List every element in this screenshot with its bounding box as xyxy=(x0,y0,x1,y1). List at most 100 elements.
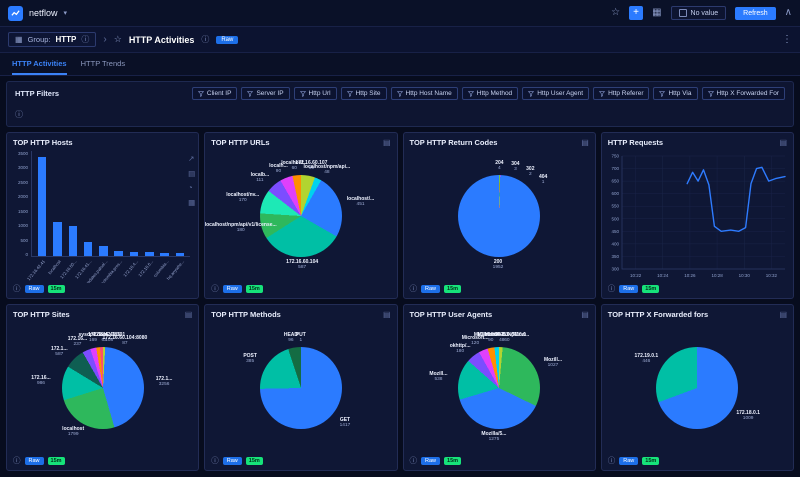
grid-icon[interactable]: ▦ xyxy=(188,197,196,207)
filters-title: HTTP Filters xyxy=(15,89,60,98)
pie-slice-label: Mozilla/5.0 (Wind... 60 xyxy=(484,332,530,344)
funnel-icon xyxy=(396,90,403,97)
pie-chart[interactable] xyxy=(458,174,541,257)
pie-chart-body: PUT 1 GET 1417 POST 385 HEAD 96 xyxy=(205,320,396,455)
bar[interactable] xyxy=(83,241,93,256)
line-chart[interactable]: 300 350 400 450 500 550 600 650 700 750 10:22 10:24… xyxy=(602,148,793,283)
raw-badge: Raw xyxy=(222,285,242,293)
svg-text:400: 400 xyxy=(611,241,619,246)
pie-chart[interactable] xyxy=(259,174,342,257)
bar[interactable] xyxy=(99,246,108,256)
pie-slice-label: 304 3 xyxy=(511,161,520,173)
svg-text:10:32: 10:32 xyxy=(766,273,778,278)
group-selector[interactable]: ▦ Group: HTTP ⓘ xyxy=(8,32,97,47)
svg-text:600: 600 xyxy=(611,191,619,196)
pie-chart[interactable] xyxy=(458,346,541,429)
bar[interactable] xyxy=(37,157,47,256)
no-value-button[interactable]: No value xyxy=(670,6,727,20)
info-icon[interactable]: ⓘ xyxy=(607,456,616,466)
collapse-chevron-icon[interactable]: ∧ xyxy=(784,7,792,18)
raw-badge: Raw xyxy=(24,285,44,293)
filter-chip[interactable]: Http Host Name xyxy=(390,87,458,100)
filter-chip[interactable]: Http Referer xyxy=(593,87,650,100)
info-icon[interactable]: ⓘ xyxy=(15,110,23,119)
pie-slice-label: 204 4 xyxy=(495,159,504,171)
info-icon[interactable]: ⓘ xyxy=(211,456,219,466)
filter-chip[interactable]: Http Site xyxy=(340,87,387,100)
pie-slice-label: 172.18.0.1 1009 xyxy=(736,410,760,422)
filter-chip[interactable]: Http Via xyxy=(653,87,698,100)
star-icon[interactable]: ☆ xyxy=(611,7,621,18)
refresh-button[interactable]: Refresh xyxy=(735,6,776,20)
pie-chart[interactable] xyxy=(259,346,342,429)
card-menu-icon[interactable]: ▤ xyxy=(382,310,391,319)
card-title: HTTP Requests xyxy=(607,138,664,147)
table-icon[interactable]: ▤ xyxy=(188,168,196,178)
pie-slice-label: okhttp/... 180 xyxy=(449,342,471,354)
svg-text:300: 300 xyxy=(611,267,619,272)
svg-text:500: 500 xyxy=(611,216,619,221)
info-icon[interactable]: ⓘ xyxy=(607,284,616,294)
filter-chips: Client IP Server IP Http Url Http Site Http … xyxy=(191,87,785,100)
card-menu-icon[interactable]: ▤ xyxy=(779,138,787,147)
pie-chart[interactable] xyxy=(656,346,739,429)
info-icon[interactable]: ⓘ xyxy=(409,456,418,466)
funnel-icon xyxy=(659,90,666,97)
pie-slice-label: localh... 90 xyxy=(269,162,288,174)
apps-grid-icon[interactable]: ▦ xyxy=(652,7,662,18)
card-top-http-return-codes: TOP HTTP Return Codes ▤ 204 4 304 3 302 2 404 1… xyxy=(402,132,596,299)
window-badge: 15m xyxy=(47,285,65,293)
filter-chip[interactable]: Client IP xyxy=(191,87,238,100)
filter-chip[interactable]: Http X Forwarded For xyxy=(701,87,785,100)
info-icon[interactable]: ⓘ xyxy=(13,284,21,294)
svg-text:10:24: 10:24 xyxy=(657,273,669,278)
card-menu-icon[interactable]: ▤ xyxy=(581,138,589,147)
pie-slice-label: localhost... 60 xyxy=(281,159,308,171)
info-icon[interactable]: ⓘ xyxy=(409,284,418,294)
bar[interactable] xyxy=(160,253,170,256)
pie-chart[interactable] xyxy=(61,346,144,429)
filter-chip[interactable]: Http User Agent xyxy=(522,87,590,100)
bar[interactable] xyxy=(145,252,154,256)
raw-badge: Raw xyxy=(421,285,441,293)
bar[interactable] xyxy=(129,251,139,256)
filter-chip[interactable]: Server IP xyxy=(241,87,290,100)
filter-chip[interactable]: Http Url xyxy=(293,87,337,100)
bar[interactable] xyxy=(68,226,78,256)
pie-slice-label: 404 1 xyxy=(538,174,548,186)
pie-slice-label: localhost/... 451 xyxy=(346,196,375,208)
funnel-icon xyxy=(247,90,254,97)
info-icon[interactable]: ⓘ xyxy=(81,34,90,44)
app-logo-icon[interactable] xyxy=(8,5,23,21)
add-button[interactable]: + xyxy=(629,6,644,20)
card-menu-icon[interactable]: ▤ xyxy=(779,310,787,319)
pie-slice-label: GET 1417 xyxy=(339,416,351,428)
pie-chart-icon[interactable]: ◔ xyxy=(188,183,193,192)
window-badge: 15m xyxy=(642,457,660,465)
raw-badge: Raw xyxy=(421,457,441,465)
svg-text:550: 550 xyxy=(611,204,619,209)
info-icon[interactable]: ⓘ xyxy=(13,456,21,466)
card-top-http-user-agents: TOP HTTP User Agents ▤ Microsoft-WINS/10… xyxy=(402,304,596,471)
favorite-star-icon[interactable]: ☆ xyxy=(113,34,122,44)
bar[interactable] xyxy=(53,221,62,256)
info-icon[interactable]: ⓘ xyxy=(201,34,210,44)
chevron-down-icon[interactable]: ▾ xyxy=(63,10,68,17)
app-name-dropdown[interactable]: netflow xyxy=(29,8,58,18)
card-menu-icon[interactable]: ▤ xyxy=(382,138,391,147)
pie-slice-label: 172.16.42.185 62 xyxy=(88,331,121,343)
filter-chip[interactable]: Http Method xyxy=(461,87,519,100)
chart-tools: ↗ ▤ ◔ ▦ xyxy=(188,155,195,206)
info-icon[interactable]: ⓘ xyxy=(211,284,219,294)
kebab-menu-icon[interactable]: ⋮ xyxy=(782,34,792,45)
tab-http-trends[interactable]: HTTP Trends xyxy=(80,59,126,68)
card-http-requests: HTTP Requests ▤ 300 350 400 450 500 550 600 650… xyxy=(600,132,794,299)
card-menu-icon[interactable]: ▤ xyxy=(581,310,589,319)
group-label: Group: xyxy=(27,35,51,44)
maximize-icon[interactable]: ↗ xyxy=(188,154,195,163)
card-menu-icon[interactable]: ▤ xyxy=(184,310,193,319)
tab-http-activities[interactable]: HTTP Activities xyxy=(12,59,67,75)
pie-slice-label: MICROSOFT... 90 xyxy=(473,332,508,344)
bar[interactable] xyxy=(175,253,185,256)
bar[interactable] xyxy=(114,250,124,256)
